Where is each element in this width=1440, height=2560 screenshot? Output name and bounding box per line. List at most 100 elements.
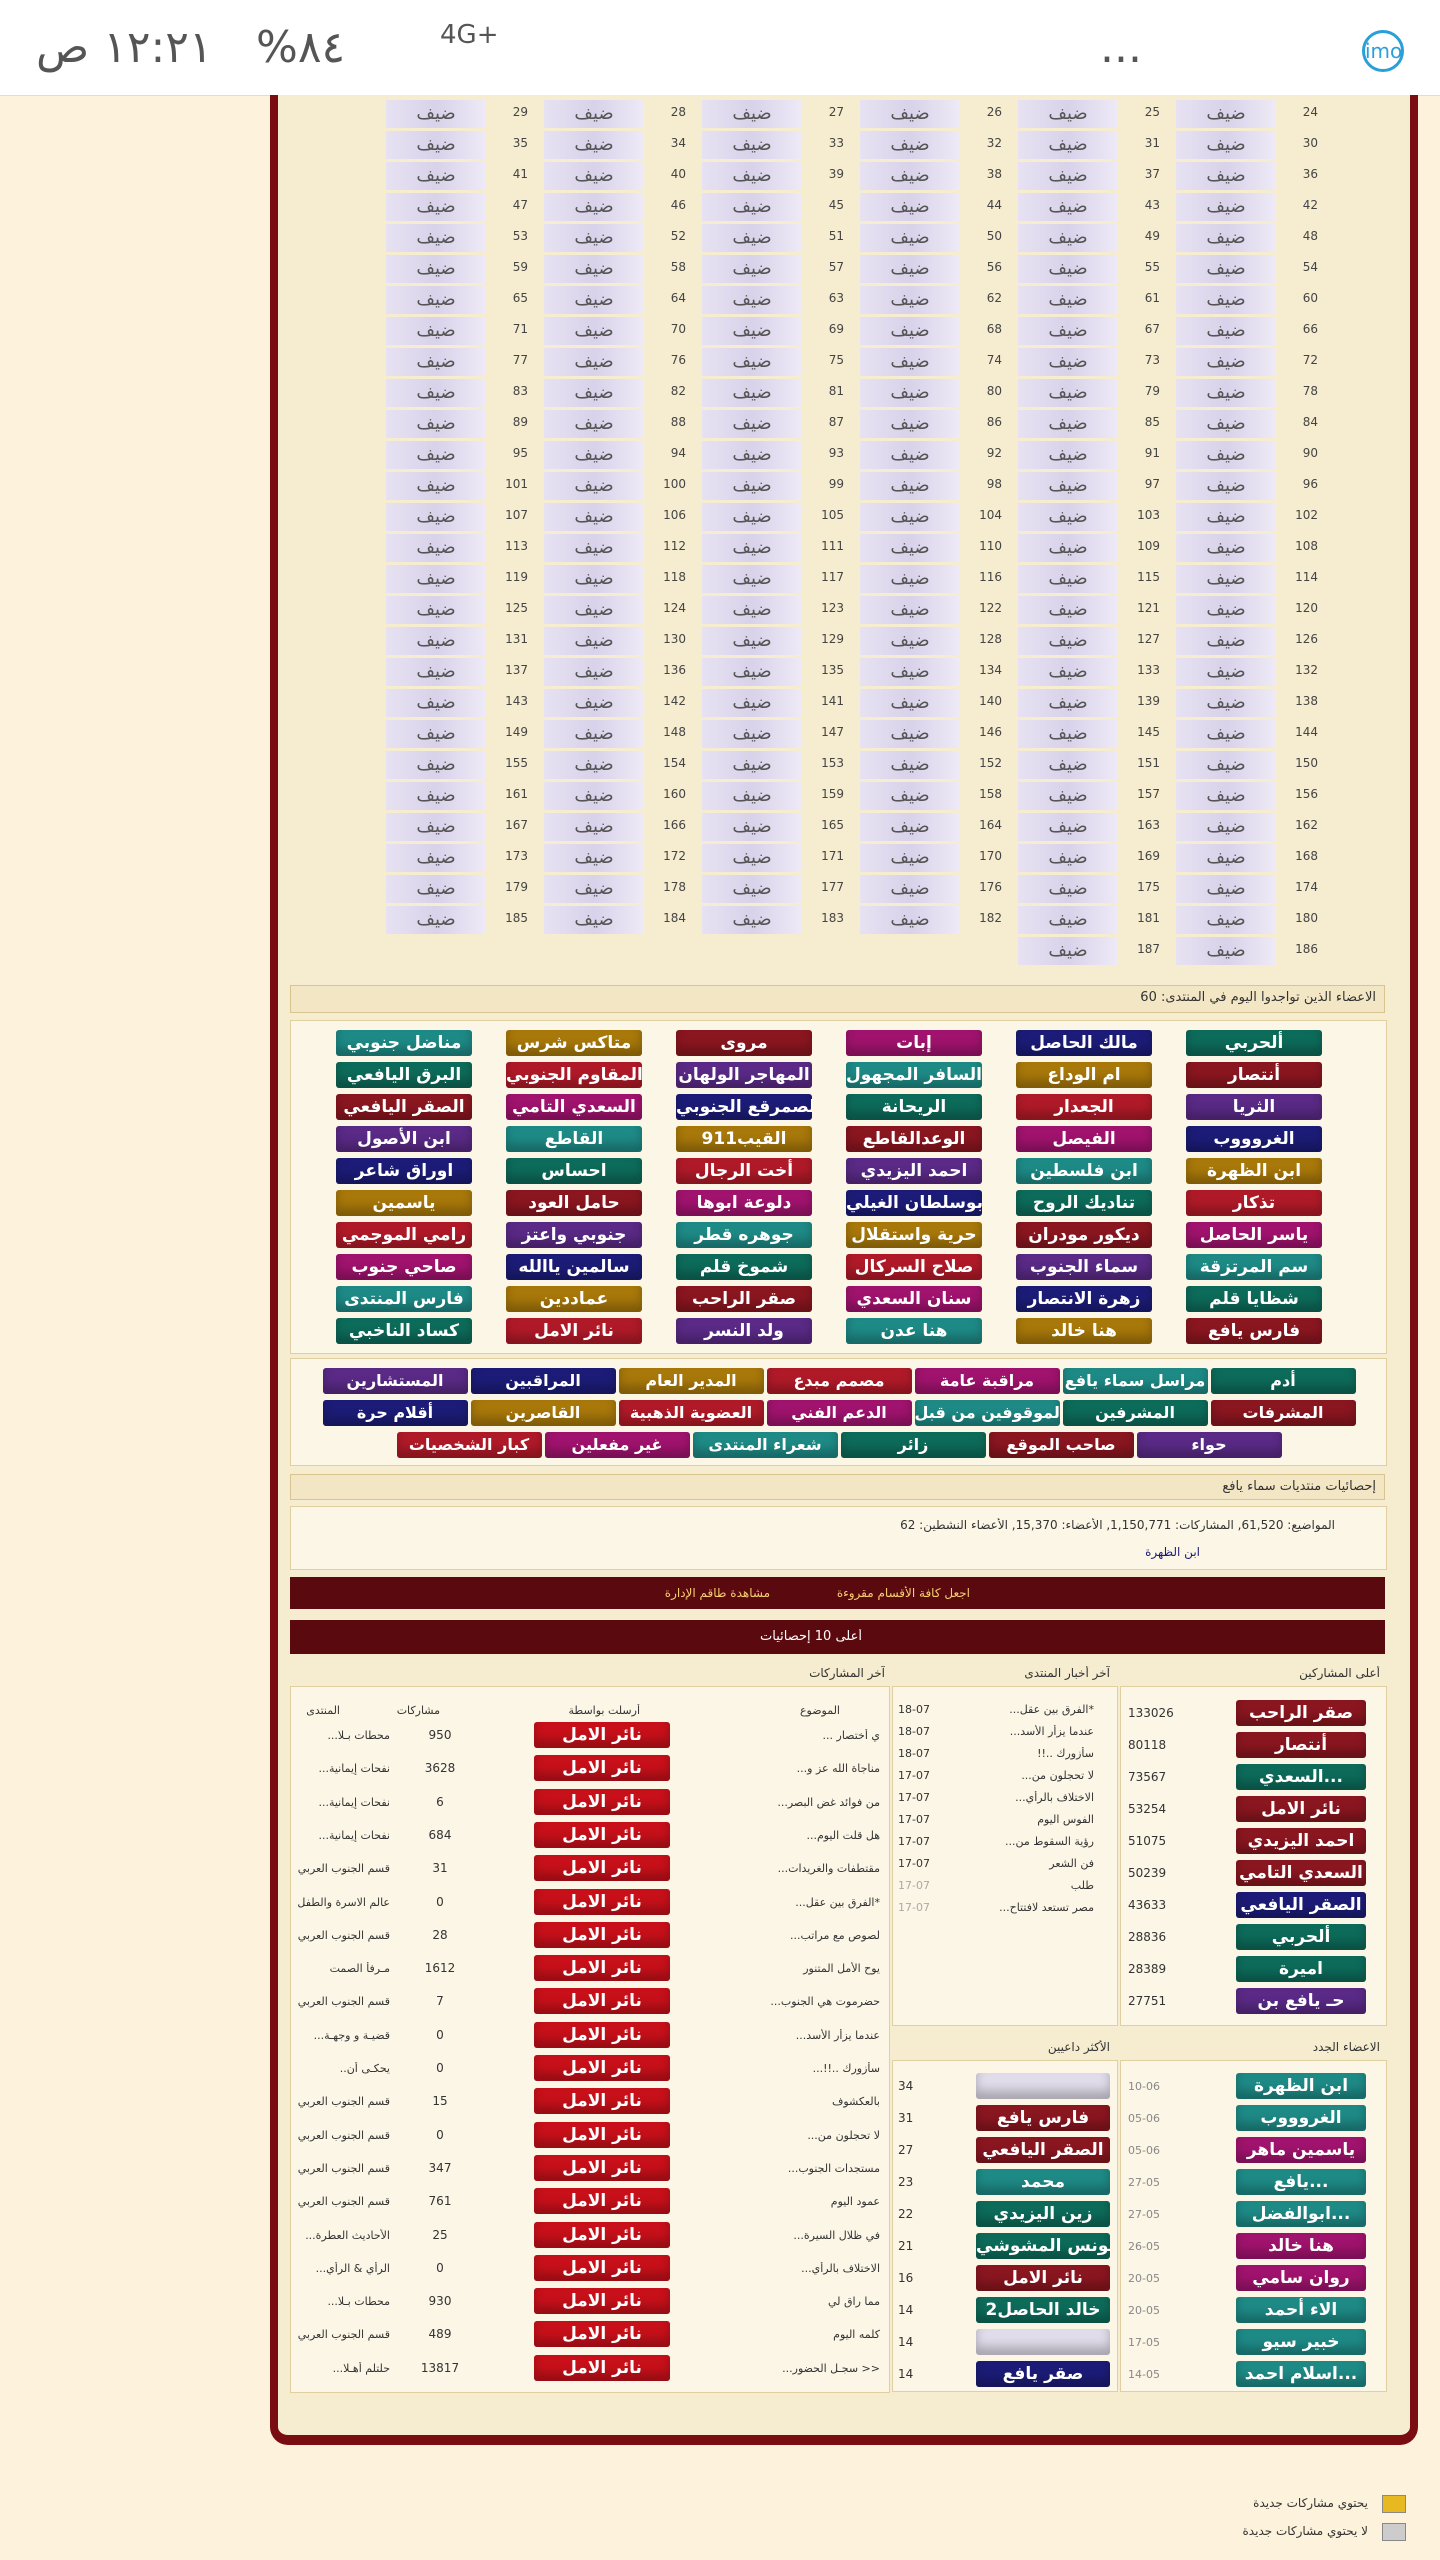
member[interactable]: شموخ قلم (676, 1254, 812, 1280)
post-forum[interactable]: محطات بـلا... (327, 2295, 390, 2309)
member[interactable]: الغروووب (1186, 1126, 1322, 1152)
post-topic[interactable]: مما راق لي (827, 2295, 880, 2309)
member[interactable]: البرق اليافعي (336, 1062, 472, 1088)
member[interactable]: صقر الراحب (676, 1286, 812, 1312)
post-forum[interactable]: قضيـة و وجهـة... (313, 2028, 390, 2042)
post-poster[interactable]: نائر الامل (534, 1955, 670, 1982)
member[interactable]: حرية واستقلال (846, 1222, 982, 1248)
member[interactable]: ياسمين (336, 1190, 472, 1216)
news-title[interactable]: فن الشعر (1049, 1857, 1094, 1870)
app-icon[interactable]: imo (1362, 30, 1404, 72)
post-poster[interactable]: نائر الامل (534, 2188, 670, 2215)
member[interactable]: ياسر الحاصل (1186, 1222, 1322, 1248)
member[interactable]: ألحربي (1186, 1030, 1322, 1056)
member[interactable]: تناديك الروح (1016, 1190, 1152, 1216)
group[interactable]: مصمم مبدع (766, 1368, 912, 1394)
group[interactable]: المدير العام (618, 1368, 764, 1394)
inviter[interactable]: الصقر اليافعي (976, 2137, 1110, 2163)
new-member[interactable]: ابوالفضل... (1236, 2201, 1366, 2227)
post-forum[interactable]: يحكـى أن.. (339, 2062, 390, 2075)
post-poster[interactable]: نائر الامل (534, 1888, 670, 1915)
post-forum[interactable]: نفحات إيمانية... (318, 1762, 390, 1776)
post-poster[interactable]: نائر الامل (534, 1755, 670, 1782)
group[interactable]: المراقبين (470, 1368, 616, 1394)
new-member[interactable]: اسلام احمد... (1236, 2361, 1366, 2387)
new-member[interactable]: روان سامي (1236, 2265, 1366, 2291)
inviter[interactable]: فارس يافع (976, 2105, 1110, 2131)
post-poster[interactable]: نائر الامل (534, 2088, 670, 2115)
post-topic[interactable]: الاختلاف بالرأي... (801, 2261, 880, 2275)
member[interactable]: جنوبي واعتز (506, 1222, 642, 1248)
group[interactable]: مراسل سماء يافع (1062, 1368, 1208, 1394)
post-poster[interactable]: نائر الامل (534, 2288, 670, 2315)
member[interactable]: فارس يافع (1186, 1318, 1322, 1344)
post-forum[interactable]: قسم الجنوب العربي (297, 2195, 390, 2209)
group[interactable]: المشرفات (1210, 1400, 1356, 1426)
group[interactable]: كبار الشخصيات (396, 1432, 542, 1458)
post-forum[interactable]: مـرفأ الصمت (329, 1962, 390, 1976)
post-topic[interactable]: هل قلت اليوم... (806, 1828, 880, 1842)
member[interactable]: هنا خالد (1016, 1318, 1152, 1344)
post-forum[interactable]: الرأي & الرأي... (315, 2261, 390, 2275)
post-forum[interactable]: قسم الجنوب العربي (297, 2328, 390, 2342)
member[interactable]: الفيصل (1016, 1126, 1152, 1152)
post-topic[interactable]: مقتطفات والغريدات... (777, 1862, 880, 1876)
group[interactable]: غير مفعلين (544, 1432, 690, 1458)
member[interactable]: صاحي جنوب (336, 1254, 472, 1280)
member[interactable]: سالمين ياالله (506, 1254, 642, 1280)
member[interactable]: ام الوداع (1016, 1062, 1152, 1088)
member[interactable]: الثريا (1186, 1094, 1322, 1120)
post-poster[interactable]: نائر الامل (534, 1788, 670, 1815)
inviter[interactable]: صقر يافع (976, 2361, 1110, 2387)
member[interactable]: دلوعة ابوها (676, 1190, 812, 1216)
member[interactable]: مالك الحاصل (1016, 1030, 1152, 1056)
news-title[interactable]: الاختلاف بالرأي... (1015, 1791, 1094, 1804)
poster-name[interactable]: حـ يافع بن (1236, 1988, 1366, 2014)
post-forum[interactable]: قسم الجنوب العربي (297, 1995, 390, 2009)
member[interactable]: هنا عدن (846, 1318, 982, 1344)
member[interactable]: أنتصار (1186, 1062, 1322, 1088)
post-topic[interactable]: حضرموت هي الجنوب... (770, 1995, 880, 2009)
new-member[interactable]: ياسمين ماهر (1236, 2137, 1366, 2163)
post-poster[interactable]: نائر الامل (534, 1821, 670, 1848)
news-title[interactable]: عندما يزأر الأسد... (1009, 1725, 1094, 1738)
post-topic[interactable]: مستجدات الجنوب... (787, 2161, 880, 2175)
poster-name[interactable]: أنتصار (1236, 1732, 1366, 1758)
member[interactable]: القيب911 (676, 1126, 812, 1152)
post-poster[interactable]: نائر الامل (534, 2354, 670, 2381)
group[interactable]: الموقوفين من قبل (914, 1400, 1060, 1426)
member[interactable]: الجعدار (1016, 1094, 1152, 1120)
post-topic[interactable]: يوح الأمل المتنور (803, 1962, 880, 1976)
member[interactable]: الريحانة (846, 1094, 982, 1120)
post-forum[interactable]: قسم الجنوب العربي (297, 1928, 390, 1942)
news-title[interactable]: *الفرق بين عقل... (1009, 1703, 1094, 1716)
poster-name[interactable]: اميرة (1236, 1956, 1366, 1982)
member[interactable]: رامي الموجمي (336, 1222, 472, 1248)
member[interactable]: المهاجر الولهان (676, 1062, 812, 1088)
member[interactable]: سماء الجنوب (1016, 1254, 1152, 1280)
news-title[interactable]: سأزورك ..!! (1037, 1747, 1094, 1760)
member[interactable]: مروى (676, 1030, 812, 1056)
member[interactable]: المقاوم الجنوبي (506, 1062, 642, 1088)
inviter[interactable]: زين اليزيدي (976, 2201, 1110, 2227)
member[interactable]: إبات (846, 1030, 982, 1056)
member[interactable]: كساد الناخبي (336, 1318, 472, 1344)
member[interactable]: أخت الرجال (676, 1158, 812, 1184)
member[interactable]: حامل العود (506, 1190, 642, 1216)
post-forum[interactable]: حلتلم أهـلا... (332, 2361, 390, 2375)
new-member[interactable]: خبير سيو (1236, 2329, 1366, 2355)
post-poster[interactable]: نائر الامل (534, 2021, 670, 2048)
member[interactable]: عماددين (506, 1286, 642, 1312)
member[interactable]: مناضل جنوبي (336, 1030, 472, 1056)
post-forum[interactable]: الأحاديث العطرة... (305, 2228, 390, 2242)
inviter[interactable]: نائر الامل (976, 2265, 1110, 2291)
news-title[interactable]: طلب (1070, 1879, 1094, 1892)
post-forum[interactable]: قسم الجنوب العربي (297, 2128, 390, 2142)
member[interactable]: زهرة الانتصار (1016, 1286, 1152, 1312)
post-poster[interactable]: نائر الامل (534, 2321, 670, 2348)
post-topic[interactable]: من فوائد غض البصر... (777, 1795, 880, 1809)
member[interactable]: السعدي التامي (506, 1094, 642, 1120)
group[interactable]: حواء (1136, 1432, 1282, 1458)
member[interactable]: احساس (506, 1158, 642, 1184)
new-member[interactable]: الغروووب (1236, 2105, 1366, 2131)
